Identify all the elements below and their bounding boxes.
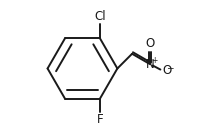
Text: Cl: Cl	[94, 10, 106, 23]
Text: O: O	[162, 64, 172, 77]
Text: N: N	[146, 58, 155, 71]
Text: −: −	[166, 63, 174, 72]
Text: O: O	[145, 37, 155, 50]
Text: +: +	[151, 56, 158, 65]
Text: F: F	[97, 113, 103, 126]
